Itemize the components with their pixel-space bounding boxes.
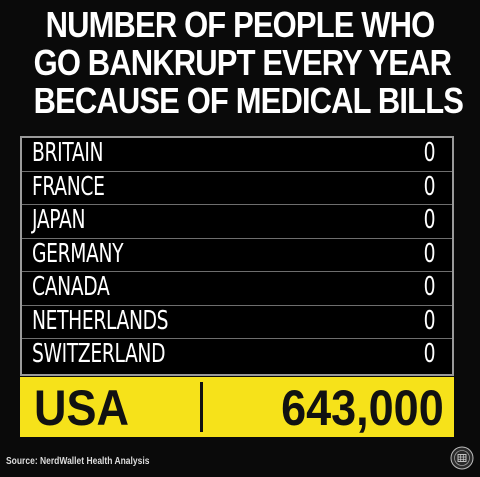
bankruptcy-count: 0 [424, 205, 436, 235]
chart-title: NUMBER OF PEOPLE WHO GO BANKRUPT EVERY Y… [33, 4, 464, 121]
circular-seal-icon [450, 446, 474, 470]
bankruptcy-count: 0 [424, 339, 436, 369]
country-label: SWITZERLAND [32, 339, 166, 369]
country-table: BRITAIN 0 FRANCE 0 JAPAN 0 GERMANY 0 CAN… [20, 136, 454, 376]
country-label: JAPAN [32, 205, 86, 235]
table-row: BRITAIN 0 [22, 138, 452, 172]
usa-country-label: USA [34, 380, 130, 436]
column-divider [200, 382, 203, 432]
usa-highlight-row: USA 643,000 [20, 377, 454, 437]
title-line-2: GO BANKRUPT EVERY YEAR [33, 42, 452, 83]
country-label: CANADA [32, 272, 110, 302]
country-label: NETHERLANDS [32, 305, 169, 336]
bankruptcy-count: 0 [424, 272, 436, 302]
table-row: CANADA 0 [22, 272, 452, 306]
table-row: JAPAN 0 [22, 205, 452, 239]
country-label: FRANCE [32, 171, 105, 202]
table-row: GERMANY 0 [22, 238, 452, 272]
table-row: FRANCE 0 [22, 171, 452, 205]
table-row: NETHERLANDS 0 [22, 305, 452, 339]
country-label: BRITAIN [32, 138, 104, 168]
table-row: SWITZERLAND 0 [22, 339, 452, 373]
bankruptcy-count: 0 [424, 305, 436, 336]
bankruptcy-count: 0 [424, 171, 436, 202]
source-note: Source: NerdWallet Health Analysis [6, 456, 150, 467]
title-line-3: BECAUSE OF MEDICAL BILLS [33, 80, 464, 121]
country-label: GERMANY [32, 238, 124, 269]
bankruptcy-count: 0 [424, 238, 436, 269]
bankruptcy-count: 0 [424, 138, 436, 168]
usa-bankruptcy-count: 643,000 [281, 380, 444, 436]
title-line-1: NUMBER OF PEOPLE WHO [45, 4, 436, 45]
